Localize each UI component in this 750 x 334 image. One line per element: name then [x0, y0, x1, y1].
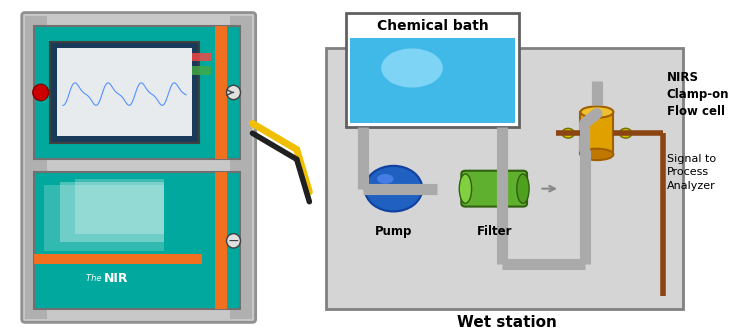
Bar	[76, 179, 164, 234]
Circle shape	[364, 166, 422, 211]
Circle shape	[226, 234, 241, 248]
FancyBboxPatch shape	[346, 13, 519, 127]
Ellipse shape	[459, 174, 472, 203]
Text: NIRS
Clamp-on
Flow cell: NIRS Clamp-on Flow cell	[667, 70, 729, 118]
Ellipse shape	[377, 174, 394, 184]
Circle shape	[226, 85, 241, 100]
Bar	[193, 53, 211, 61]
FancyBboxPatch shape	[22, 13, 256, 322]
Ellipse shape	[580, 106, 614, 118]
Text: −: −	[228, 234, 239, 248]
Bar	[34, 254, 202, 264]
Ellipse shape	[517, 174, 529, 203]
Bar	[193, 66, 211, 74]
Ellipse shape	[381, 48, 442, 88]
Ellipse shape	[580, 149, 614, 160]
Bar	[230, 16, 253, 319]
Bar	[214, 26, 227, 159]
Bar	[56, 48, 193, 137]
Text: NIR: NIR	[104, 272, 128, 285]
FancyBboxPatch shape	[326, 48, 683, 309]
Text: The: The	[86, 274, 104, 283]
FancyBboxPatch shape	[34, 172, 240, 309]
FancyBboxPatch shape	[34, 26, 240, 159]
Text: Wet station: Wet station	[457, 315, 556, 330]
Bar	[60, 182, 164, 242]
Circle shape	[620, 128, 632, 138]
Text: Signal to
Process
Analyzer: Signal to Process Analyzer	[667, 154, 716, 190]
Circle shape	[562, 128, 574, 138]
Bar	[44, 185, 164, 250]
FancyBboxPatch shape	[350, 38, 514, 124]
Bar	[25, 16, 47, 319]
FancyBboxPatch shape	[50, 42, 199, 143]
FancyBboxPatch shape	[580, 112, 614, 154]
Text: Pump: Pump	[375, 224, 413, 237]
Text: Filter: Filter	[476, 224, 512, 237]
FancyBboxPatch shape	[461, 171, 527, 207]
Circle shape	[33, 84, 49, 101]
Text: Chemical bath: Chemical bath	[376, 19, 488, 33]
Bar	[214, 172, 227, 309]
